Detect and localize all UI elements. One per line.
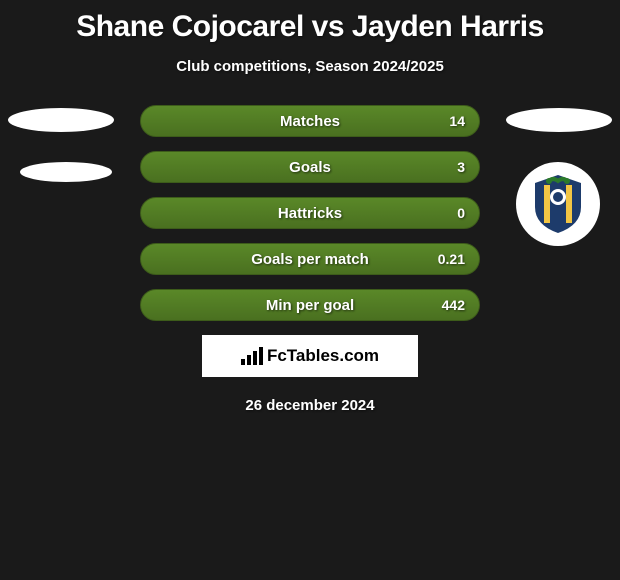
page-title: Shane Cojocarel vs Jayden Harris (0, 0, 620, 44)
player1-avatar-placeholder (8, 108, 114, 132)
stat-bar-goals-per-match: Goals per match 0.21 (140, 243, 480, 275)
stat-bar-hattricks: Hattricks 0 (140, 197, 480, 229)
stat-value: 0.21 (438, 251, 465, 267)
stat-value: 14 (449, 113, 465, 129)
left-player-avatars (8, 108, 114, 212)
branding-text: FcTables.com (267, 346, 379, 366)
right-player-avatars (506, 108, 612, 246)
club-shield-icon (535, 175, 581, 233)
stat-label: Goals (289, 159, 331, 176)
stat-bar-matches: Matches 14 (140, 105, 480, 137)
player1-club-placeholder (20, 162, 112, 182)
stat-label: Hattricks (278, 205, 342, 222)
stat-bar-goals: Goals 3 (140, 151, 480, 183)
branding-box[interactable]: FcTables.com (202, 335, 418, 377)
stat-value: 3 (457, 159, 465, 175)
stat-label: Matches (280, 113, 340, 130)
bar-chart-icon (241, 347, 263, 365)
stat-value: 0 (457, 205, 465, 221)
stats-panel: Matches 14 Goals 3 Hattricks 0 Goals per… (140, 105, 480, 321)
stat-bar-min-per-goal: Min per goal 442 (140, 289, 480, 321)
stat-label: Min per goal (266, 297, 354, 314)
player2-avatar-placeholder (506, 108, 612, 132)
content-area: Matches 14 Goals 3 Hattricks 0 Goals per… (0, 105, 620, 414)
page-subtitle: Club competitions, Season 2024/2025 (0, 58, 620, 75)
stat-value: 442 (442, 297, 465, 313)
player2-club-badge (516, 162, 600, 246)
date-label: 26 december 2024 (0, 397, 620, 414)
stat-label: Goals per match (251, 251, 369, 268)
